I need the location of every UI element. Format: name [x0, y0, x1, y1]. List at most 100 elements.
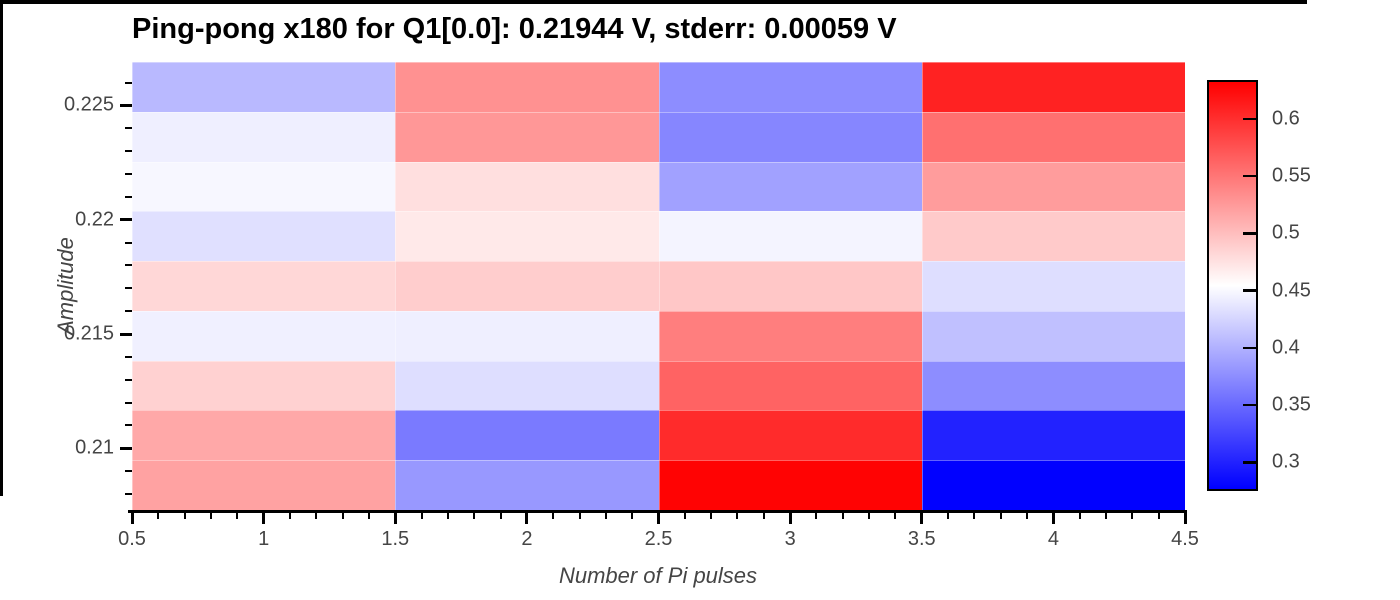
x-axis-line: [128, 510, 1187, 513]
x-minor-tick: [552, 512, 555, 519]
x-minor-tick: [578, 512, 581, 519]
x-minor-tick: [420, 512, 423, 519]
heatmap-cell: [921, 410, 1185, 461]
heatmap-cell: [921, 261, 1185, 311]
x-minor-tick: [209, 512, 212, 519]
heatmap-cell: [658, 410, 922, 461]
x-minor-tick: [1157, 512, 1160, 519]
y-minor-tick: [125, 241, 132, 244]
x-tick-label: 1.5: [381, 528, 410, 550]
x-tick-label: 0.5: [118, 528, 146, 550]
heatmap-cell: [921, 111, 1185, 162]
x-minor-tick: [315, 512, 318, 519]
heatmap-cell: [921, 211, 1185, 262]
y-tick-label: 0.21: [75, 436, 114, 459]
left-window-border: [0, 0, 3, 496]
x-minor-tick: [288, 512, 291, 519]
heatmap-cell: [921, 360, 1185, 411]
y-minor-tick: [125, 81, 132, 84]
x-tick-label: 4.5: [1171, 528, 1199, 550]
x-minor-tick: [446, 512, 449, 519]
plot-area: [132, 62, 1185, 510]
y-minor-tick: [125, 287, 132, 290]
heatmap-cell: [132, 410, 396, 461]
x-major-tick: [393, 512, 397, 524]
heatmap-cell: [921, 161, 1185, 212]
x-major-tick: [1051, 512, 1055, 524]
colorbar-tick: [1242, 174, 1256, 178]
x-minor-tick: [683, 512, 686, 519]
y-tick-label: 0.225: [63, 93, 114, 116]
y-minor-tick: [125, 195, 132, 198]
y-minor-tick: [125, 355, 132, 358]
colorbar-tick: [1242, 117, 1256, 121]
x-minor-tick: [815, 512, 818, 519]
chart-title: Ping-pong x180 for Q1[0.0]: 0.21944 V, s…: [132, 13, 897, 45]
x-minor-tick: [894, 512, 897, 519]
x-minor-tick: [1105, 512, 1108, 519]
y-major-tick: [120, 446, 132, 450]
x-minor-tick: [183, 512, 186, 519]
heatmap-cell: [395, 211, 659, 262]
heatmap-cell: [921, 62, 1185, 112]
y-major-tick: [120, 332, 132, 336]
y-tick-label: 0.22: [75, 208, 114, 231]
heatmap-cell: [395, 310, 659, 361]
colorbar-tick-label: 0.4: [1272, 336, 1300, 359]
colorbar-tick-label: 0.35: [1272, 393, 1311, 416]
x-minor-tick: [1026, 512, 1029, 519]
heatmap-cell: [395, 360, 659, 411]
heatmap-cell: [132, 111, 396, 162]
heatmap-cell: [658, 310, 922, 361]
x-minor-tick: [841, 512, 844, 519]
x-minor-tick: [973, 512, 976, 519]
x-minor-tick: [1078, 512, 1081, 519]
x-minor-tick: [999, 512, 1002, 519]
y-minor-tick: [125, 493, 132, 495]
x-tick-label: 4: [1047, 528, 1059, 550]
x-minor-tick: [473, 512, 476, 519]
colorbar-gradient: [1207, 80, 1258, 491]
x-minor-tick: [157, 512, 160, 519]
x-tick-label: 1: [258, 528, 270, 550]
y-minor-tick: [125, 310, 132, 313]
y-minor-tick: [125, 424, 132, 427]
heatmap-cell: [132, 310, 396, 361]
y-axis-label: Amplitude: [53, 237, 78, 335]
heatmap-cell: [395, 410, 659, 461]
x-axis-label: Number of Pi pulses: [558, 563, 758, 588]
x-major-tick: [657, 512, 660, 524]
heatmap-cell: [132, 161, 396, 212]
y-minor-tick: [125, 378, 132, 381]
x-minor-tick: [947, 512, 950, 519]
x-major-tick: [262, 512, 266, 524]
heatmap-cell: [921, 310, 1185, 361]
y-minor-tick: [125, 173, 132, 175]
heatmap-cell: [658, 62, 922, 112]
heatmap-cell: [921, 460, 1185, 510]
y-minor-tick: [125, 127, 132, 130]
colorbar-tick: [1242, 232, 1256, 235]
x-minor-tick: [1131, 512, 1134, 519]
top-window-border: [0, 0, 1307, 4]
x-tick-label: 3: [784, 528, 796, 550]
x-tick-label: 2: [521, 528, 533, 550]
colorbar-tick-label: 0.45: [1272, 279, 1311, 302]
y-minor-tick: [125, 470, 132, 473]
colorbar-tick-label: 0.5: [1272, 221, 1300, 244]
x-major-tick: [1183, 512, 1187, 524]
colorbar-tick: [1242, 346, 1256, 350]
x-minor-tick: [499, 512, 502, 519]
x-minor-tick: [236, 512, 239, 519]
heatmap-cell: [395, 62, 659, 112]
x-major-tick: [920, 512, 924, 524]
colorbar-tick: [1242, 461, 1256, 464]
heatmap-cell: [132, 261, 396, 311]
y-minor-tick: [125, 401, 132, 404]
y-minor-tick: [125, 264, 132, 267]
x-minor-tick: [762, 512, 765, 519]
y-tick-label: 0.215: [63, 322, 114, 345]
colorbar-tick-label: 0.3: [1272, 450, 1300, 473]
x-tick-label: 3.5: [907, 528, 936, 550]
